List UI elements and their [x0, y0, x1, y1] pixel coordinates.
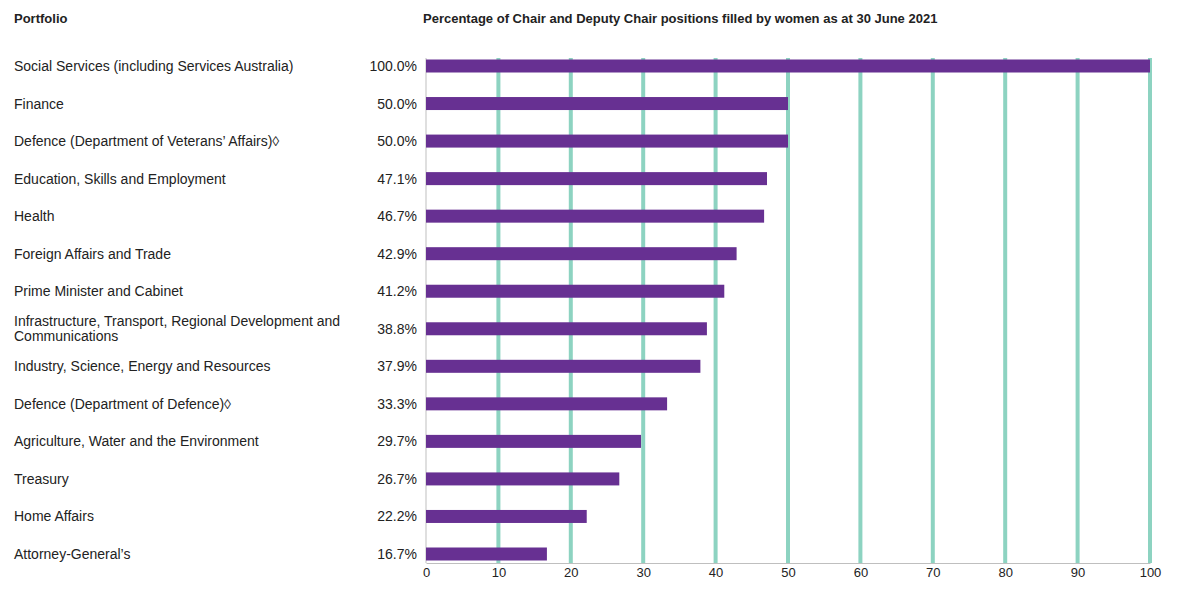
- bar: [426, 397, 667, 410]
- category-label: Prime Minister and Cabinet: [14, 283, 183, 299]
- data-label: 42.9%: [377, 246, 417, 262]
- data-label: 50.0%: [377, 133, 417, 149]
- bars: [426, 60, 1150, 561]
- bar: [426, 285, 724, 298]
- tick: 70: [926, 563, 940, 580]
- bar: [426, 435, 641, 448]
- tick: 90: [1071, 563, 1085, 580]
- tick-label: 90: [1071, 565, 1085, 580]
- tick: 80: [998, 563, 1012, 580]
- data-label: 100.0%: [370, 58, 417, 74]
- category-label-line: Education, Skills and Employment: [14, 171, 226, 187]
- tick: 30: [636, 563, 650, 580]
- bar: [426, 97, 788, 110]
- category-label-line: Industry, Science, Energy and Resources: [14, 358, 271, 374]
- axis-title: Portfolio: [14, 11, 67, 26]
- data-label: 46.7%: [377, 208, 417, 224]
- tick: 40: [709, 563, 723, 580]
- data-label: 47.1%: [377, 171, 417, 187]
- tick-label: 50: [781, 565, 795, 580]
- category-label-line: Attorney-General’s: [14, 546, 130, 562]
- grid-line: [496, 58, 500, 563]
- data-label: 41.2%: [377, 283, 417, 299]
- data-label: 26.7%: [377, 471, 417, 487]
- tick: 10: [492, 563, 506, 580]
- tick: 50: [781, 563, 795, 580]
- axis-line: [427, 563, 1151, 564]
- grid-line: [786, 58, 790, 563]
- category-label: Health: [14, 208, 54, 224]
- tick: 60: [854, 563, 868, 580]
- category-label-line: Finance: [14, 96, 64, 112]
- category-label: Social Services (including Services Aust…: [14, 58, 293, 74]
- category-label: Home Affairs: [14, 508, 94, 524]
- category-label-line: Communications: [14, 328, 118, 344]
- category-label: Foreign Affairs and Trade: [14, 246, 171, 262]
- category-label: Infrastructure, Transport, Regional Deve…: [14, 313, 340, 344]
- grid-line: [641, 58, 645, 563]
- tick-label: 100: [1140, 565, 1162, 580]
- category-label-line: Defence (Department of Veterans’ Affairs…: [14, 133, 279, 149]
- bar: [426, 360, 700, 373]
- grid-line: [714, 58, 718, 563]
- category-label: Finance: [14, 96, 64, 112]
- bar: [426, 172, 767, 185]
- tick-label: 70: [926, 565, 940, 580]
- tick: 100: [1140, 563, 1162, 580]
- category-labels: Social Services (including Services Aust…: [14, 58, 340, 562]
- data-label: 50.0%: [377, 96, 417, 112]
- grid-line: [1003, 58, 1007, 563]
- category-label: Education, Skills and Employment: [14, 171, 226, 187]
- category-label-line: Agriculture, Water and the Environment: [14, 433, 259, 449]
- data-label: 37.9%: [377, 358, 417, 374]
- tick: 20: [564, 563, 578, 580]
- tick-label: 20: [564, 565, 578, 580]
- category-label-line: Foreign Affairs and Trade: [14, 246, 171, 262]
- bar: [426, 135, 788, 148]
- category-label: Defence (Department of Veterans’ Affairs…: [14, 133, 279, 149]
- category-label-line: Defence (Department of Defence)◊: [14, 396, 231, 412]
- grid-line: [931, 58, 935, 563]
- category-label: Treasury: [14, 471, 69, 487]
- grid-line: [426, 58, 427, 563]
- category-label-line: Treasury: [14, 471, 69, 487]
- tick-label: 40: [709, 565, 723, 580]
- grid-line: [1076, 58, 1080, 563]
- data-label: 16.7%: [377, 546, 417, 562]
- grid-line: [858, 58, 862, 563]
- bar: [426, 472, 619, 485]
- grid-line: [1148, 58, 1152, 563]
- data-labels: 100.0% 50.0% 50.0% 47.1% 46.7% 42.9% 41.2% 38.8…: [370, 58, 417, 562]
- bar: [426, 60, 1150, 73]
- tick: 0: [423, 563, 430, 580]
- x-axis: 0 10 20 30 40 50 60 70 80 90 100: [423, 563, 1161, 580]
- category-label-line: Infrastructure, Transport, Regional Deve…: [14, 313, 340, 329]
- tick-label: 10: [492, 565, 506, 580]
- chart-title: Percentage of Chair and Deputy Chair pos…: [423, 11, 937, 26]
- category-label-line: Home Affairs: [14, 508, 94, 524]
- data-label: 38.8%: [377, 321, 417, 337]
- bar: [426, 510, 587, 523]
- category-label-line: Health: [14, 208, 54, 224]
- tick-label: 0: [423, 565, 430, 580]
- tick-label: 60: [854, 565, 868, 580]
- category-label: Attorney-General’s: [14, 546, 130, 562]
- tick-label: 80: [998, 565, 1012, 580]
- category-label: Industry, Science, Energy and Resources: [14, 358, 271, 374]
- category-label-line: Social Services (including Services Aust…: [14, 58, 293, 74]
- category-label: Agriculture, Water and the Environment: [14, 433, 259, 449]
- data-label: 33.3%: [377, 396, 417, 412]
- bar: [426, 548, 547, 561]
- grid-line: [569, 58, 573, 563]
- data-label: 22.2%: [377, 508, 417, 524]
- bar: [426, 210, 764, 223]
- category-label-line: Prime Minister and Cabinet: [14, 283, 183, 299]
- bar: [426, 247, 737, 260]
- grid: [426, 58, 1150, 563]
- tick-label: 30: [636, 565, 650, 580]
- category-label: Defence (Department of Defence)◊: [14, 396, 231, 412]
- bar: [426, 322, 707, 335]
- data-label: 29.7%: [377, 433, 417, 449]
